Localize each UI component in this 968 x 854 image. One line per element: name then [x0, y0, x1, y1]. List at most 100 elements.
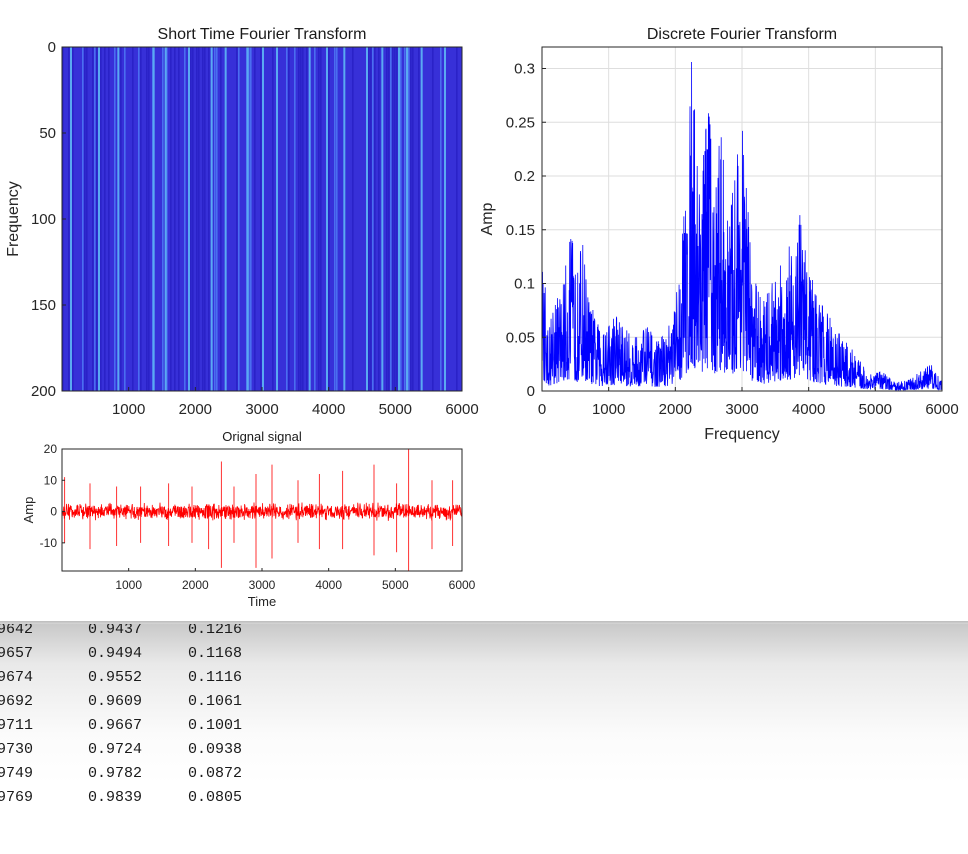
console-value: 0.1216 — [188, 624, 243, 638]
console-value: .9674 — [0, 669, 34, 686]
stft-x-tick-label: 2000 — [179, 401, 212, 418]
stft-column — [68, 47, 70, 391]
dft-title: Discrete Fourier Transform — [647, 26, 837, 43]
stft-column — [174, 47, 176, 391]
dft-x-tick-label: 1000 — [592, 401, 625, 418]
stft-column — [248, 47, 250, 391]
stft-column — [82, 47, 84, 391]
signal-series-line — [61, 449, 463, 571]
console-row: .9769 0.9839 0.0805 — [0, 786, 288, 810]
stft-column — [170, 47, 172, 391]
dft-x-tick-label: 5000 — [859, 401, 892, 418]
console-value: 0.9782 — [88, 765, 143, 782]
stft-column — [104, 47, 106, 391]
stft-column — [408, 47, 410, 391]
dft-y-tick-label: 0.15 — [506, 222, 535, 239]
stft-column — [328, 47, 330, 391]
stft-column — [86, 47, 88, 391]
stft-column — [272, 47, 274, 391]
stft-column — [216, 47, 218, 391]
dft-y-tick-label: 0.25 — [506, 114, 535, 131]
stft-bright-column — [164, 47, 167, 391]
stft-y-tick-label: 50 — [39, 125, 56, 142]
signal-ticks: 1000 2000 3000 4000 5000 6000 -10 0 10 20 — [40, 442, 476, 592]
stft-column — [140, 47, 142, 391]
signal-x-tick-label: 6000 — [449, 578, 476, 592]
console-value: .9730 — [0, 741, 34, 758]
stft-column — [72, 47, 74, 391]
console-output: .9642 0.9437 0.1216 .9657 0.9494 0.1168 .9674 0… — [0, 624, 288, 810]
dft-y-axis-label: Amp — [479, 202, 496, 235]
signal-y-tick-label: -10 — [40, 536, 58, 550]
stft-y-axis-label: Frequency — [5, 181, 22, 257]
signal-x-tick-label: 2000 — [182, 578, 209, 592]
console-value: .9711 — [0, 717, 34, 734]
stft-column — [302, 47, 304, 391]
stft-column — [396, 47, 398, 391]
stft-column — [386, 47, 388, 391]
stft-column — [124, 47, 126, 391]
dft-series-line — [541, 62, 943, 392]
stft-column — [368, 47, 370, 391]
dft-plot[interactable]: 0 1000 2000 3000 4000 5000 6000 0 0.05 0.1 0.15 0.2… — [479, 26, 959, 443]
dft-x-tick-label: 3000 — [725, 401, 758, 418]
stft-bright-column — [152, 47, 155, 391]
stft-column — [184, 47, 186, 391]
stft-column — [260, 47, 262, 391]
stft-bright-column — [246, 47, 249, 391]
stft-column — [410, 47, 412, 391]
stft-plot[interactable]: 1000 2000 3000 4000 5000 6000 0 50 100 150 200 Sho… — [5, 26, 479, 418]
dft-y-tick-label: 0.05 — [506, 329, 535, 346]
stft-column — [374, 47, 376, 391]
console-value: 0.1001 — [188, 717, 243, 734]
signal-title: Orignal signal — [222, 429, 302, 444]
stft-column — [84, 47, 86, 391]
stft-column — [336, 47, 338, 391]
window-separator[interactable] — [0, 621, 968, 624]
stft-column — [388, 47, 390, 391]
stft-column — [202, 47, 204, 391]
stft-y-tick-label: 0 — [48, 39, 56, 56]
stft-column — [192, 47, 194, 391]
stft-column — [394, 47, 396, 391]
console-value: .9657 — [0, 645, 34, 662]
stft-column — [456, 47, 458, 391]
stft-column — [320, 47, 322, 391]
stft-ticks: 1000 2000 3000 4000 5000 6000 0 50 100 150 200 — [31, 39, 479, 418]
stft-y-tick-label: 150 — [31, 297, 56, 314]
stft-column — [254, 47, 256, 391]
console-value: .9769 — [0, 789, 34, 806]
stft-bright-column — [444, 47, 446, 391]
command-window[interactable]: .9642 0.9437 0.1216 .9657 0.9494 0.1168 .9674 0… — [0, 624, 968, 854]
figure-window: 1000 2000 3000 4000 5000 6000 0 50 100 150 200 Sho… — [5, 26, 959, 609]
console-value: 0.9437 — [88, 624, 143, 638]
stft-column — [412, 47, 414, 391]
stft-column — [178, 47, 180, 391]
signal-x-axis-label: Time — [248, 594, 276, 609]
console-value: 0.0805 — [188, 789, 243, 806]
stft-column — [314, 47, 316, 391]
stft-bright-column — [343, 47, 346, 391]
signal-x-tick-label: 1000 — [115, 578, 142, 592]
dft-x-tick-label: 2000 — [659, 401, 692, 418]
stft-column — [352, 47, 354, 391]
console-value: .9642 — [0, 624, 34, 638]
stft-column — [418, 47, 420, 391]
console-value: .9692 — [0, 693, 34, 710]
stft-bright-column — [381, 47, 384, 391]
stft-column — [198, 47, 200, 391]
stft-column — [208, 47, 210, 391]
stft-bright-column — [420, 47, 423, 391]
stft-column — [120, 47, 122, 391]
signal-plot[interactable]: 1000 2000 3000 4000 5000 6000 -10 0 10 20 Orignal… — [21, 429, 476, 609]
stft-bright-column — [366, 47, 368, 391]
dft-y-tick-label: 0.1 — [514, 276, 535, 293]
console-value: 0.9552 — [88, 669, 143, 686]
dft-y-tick-label: 0.2 — [514, 168, 535, 185]
dft-y-tick-label: 0 — [527, 383, 535, 400]
stft-bright-column — [117, 47, 120, 391]
stft-column — [238, 47, 240, 391]
console-value: 0.9494 — [88, 645, 143, 662]
stft-column — [370, 47, 372, 391]
